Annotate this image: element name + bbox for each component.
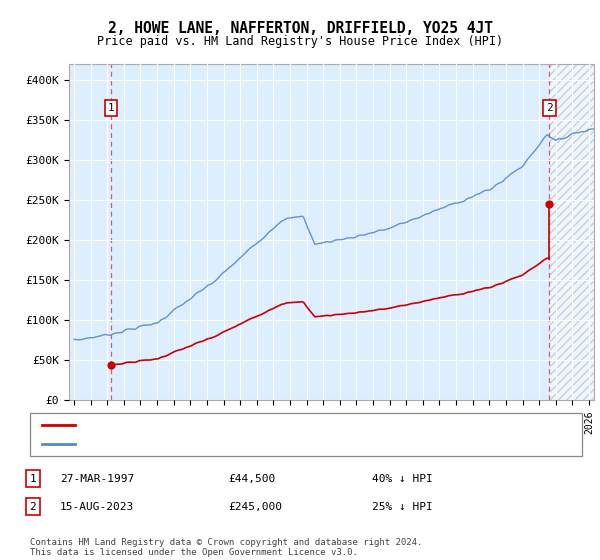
Point xyxy=(106,360,116,369)
Text: Price paid vs. HM Land Registry's House Price Index (HPI): Price paid vs. HM Land Registry's House … xyxy=(97,35,503,48)
Text: 25% ↓ HPI: 25% ↓ HPI xyxy=(372,502,433,512)
Point xyxy=(545,200,554,209)
Text: 1: 1 xyxy=(29,474,37,484)
Text: 40% ↓ HPI: 40% ↓ HPI xyxy=(372,474,433,484)
Text: 2, HOWE LANE, NAFFERTON, DRIFFIELD, YO25 4JT: 2, HOWE LANE, NAFFERTON, DRIFFIELD, YO25… xyxy=(107,21,493,36)
Text: 15-AUG-2023: 15-AUG-2023 xyxy=(60,502,134,512)
Text: 2: 2 xyxy=(546,103,553,113)
Text: £245,000: £245,000 xyxy=(228,502,282,512)
Text: 2: 2 xyxy=(29,502,37,512)
Text: Contains HM Land Registry data © Crown copyright and database right 2024.
This d: Contains HM Land Registry data © Crown c… xyxy=(30,538,422,557)
Text: 1: 1 xyxy=(107,103,114,113)
Text: HPI: Average price, detached house, East Riding of Yorkshire: HPI: Average price, detached house, East… xyxy=(81,439,456,449)
Text: 27-MAR-1997: 27-MAR-1997 xyxy=(60,474,134,484)
Text: £44,500: £44,500 xyxy=(228,474,275,484)
Text: 2, HOWE LANE, NAFFERTON, DRIFFIELD, YO25 4JT (detached house): 2, HOWE LANE, NAFFERTON, DRIFFIELD, YO25… xyxy=(81,420,462,430)
